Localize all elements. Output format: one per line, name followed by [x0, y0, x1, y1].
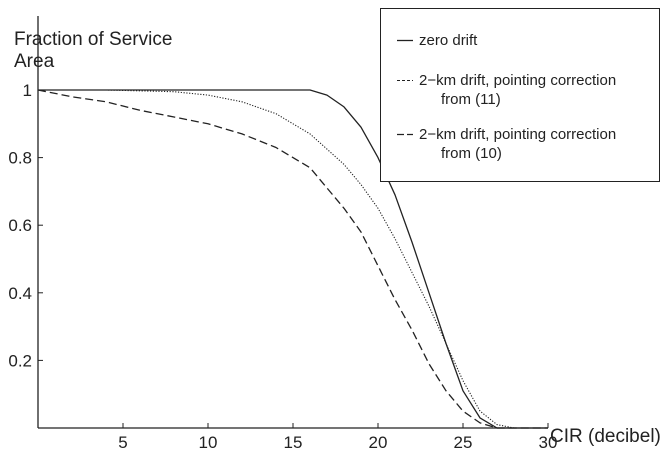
series-line-3 [37, 89, 548, 429]
legend-label-continued: from (11) [441, 91, 501, 108]
x-axis-label: CIR (decibel) [550, 426, 661, 447]
y-tick-label: 0.8 [8, 149, 32, 168]
y-axis-label-line-2: Area [14, 51, 55, 72]
x-tick-label: 20 [369, 433, 388, 452]
legend-swatch-dashed [397, 133, 413, 136]
legend-swatch-solid [397, 39, 413, 42]
chart-legend: zero drift 2−km drift, pointing correcti… [380, 8, 660, 182]
x-tick-label: 15 [284, 433, 303, 452]
legend-label: 2−km drift, pointing correction [419, 126, 617, 143]
series-line-2 [38, 89, 548, 429]
y-tick-label: 1 [23, 81, 32, 100]
x-tick-label: 25 [454, 433, 473, 452]
legend-label-continued: from (10) [441, 145, 502, 162]
y-axis-label-line-1: Fraction of Service [14, 29, 173, 50]
x-tick-label: 10 [199, 433, 218, 452]
x-tick-label: 5 [118, 433, 127, 452]
y-tick-label: 0.2 [8, 351, 32, 370]
x-tick-label: 30 [539, 433, 558, 452]
legend-label: zero drift [419, 32, 478, 49]
legend-swatch-dotted [397, 79, 413, 82]
y-tick-label: 0.4 [8, 284, 32, 303]
legend-label: 2−km drift, pointing correction [419, 72, 617, 89]
y-tick-label: 0.6 [8, 216, 32, 235]
